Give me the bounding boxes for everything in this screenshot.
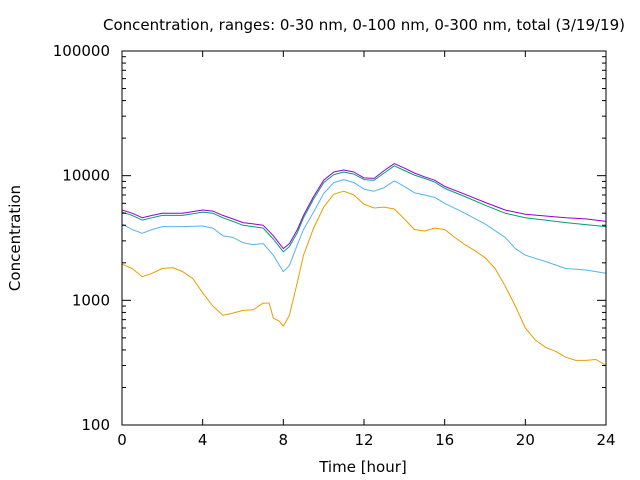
- x-tick-label: 8: [279, 431, 289, 449]
- x-tick-label: 0: [117, 431, 127, 449]
- series-line-2: [121, 179, 607, 274]
- y-axis-label: Concentration: [6, 185, 24, 291]
- chart-title: Concentration, ranges: 0-30 nm, 0-100 nm…: [103, 16, 625, 34]
- x-tick-label: 20: [516, 431, 535, 449]
- y-tick-label: 10000: [62, 167, 110, 185]
- x-tick-label: 16: [435, 431, 454, 449]
- x-tick-label: 24: [596, 431, 615, 449]
- x-tick-label: 12: [354, 431, 373, 449]
- y-tick-label: 100: [81, 416, 110, 434]
- series-line-3: [121, 165, 607, 253]
- y-tick-label: 1000: [72, 291, 110, 309]
- series-line-4: [121, 163, 607, 250]
- x-tick-label: 4: [198, 431, 208, 449]
- x-axis-label: Time [hour]: [318, 458, 407, 476]
- plot-frame: [121, 50, 607, 426]
- y-tick-label: 100000: [53, 42, 110, 60]
- series-line-1: [121, 190, 607, 366]
- series-layer: [121, 163, 607, 366]
